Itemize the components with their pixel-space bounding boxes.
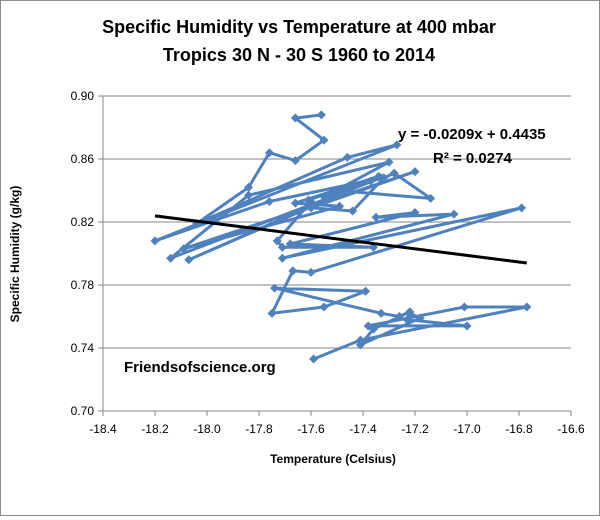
data-point-39	[517, 203, 527, 213]
x-tick-label-7: -17.0	[453, 422, 481, 436]
trendline	[154, 214, 527, 265]
data-point-35	[410, 208, 420, 218]
data-series	[150, 110, 532, 364]
y-tick-label-2: 0.78	[71, 278, 95, 292]
data-point-4	[264, 148, 274, 158]
data-point-1	[290, 113, 300, 123]
plot-area	[102, 96, 571, 412]
data-point-53	[402, 315, 412, 325]
data-point-20	[335, 201, 345, 211]
data-point-2	[319, 135, 329, 145]
data-point-16	[366, 176, 376, 186]
y-tick-label-4: 0.86	[71, 152, 95, 166]
x-tick-label-9: -16.6	[557, 422, 585, 436]
data-point-34	[285, 239, 295, 249]
y-tick-label-1: 0.74	[71, 341, 95, 355]
data-point-0	[316, 110, 326, 120]
trendline-group	[154, 214, 527, 265]
chart-title-line-2: Tropics 30 N - 30 S 1960 to 2014	[163, 45, 435, 65]
data-point-9	[150, 236, 160, 246]
x-tick-label-6: -17.2	[401, 422, 429, 436]
data-point-3	[290, 156, 300, 166]
data-point-24	[348, 206, 358, 216]
data-point-43	[319, 302, 329, 312]
data-point-32	[277, 242, 287, 252]
data-point-42	[267, 308, 277, 318]
x-tick-label-4: -17.6	[297, 422, 325, 436]
r-squared-label: R² = 0.0274	[433, 150, 512, 167]
data-point-19	[290, 198, 300, 208]
data-point-51	[415, 313, 425, 323]
x-tick-label-3: -17.8	[245, 422, 273, 436]
x-tick-label-5: -17.4	[349, 422, 377, 436]
watermark-label: Friendsofscience.org	[124, 359, 276, 376]
data-point-14	[384, 157, 394, 167]
data-point-37	[449, 209, 459, 219]
data-point-13	[244, 190, 254, 200]
x-tick-label-2: -18.0	[193, 422, 221, 436]
data-point-36	[371, 212, 381, 222]
y-tick-label-0: 0.70	[71, 404, 95, 418]
data-point-25	[379, 173, 389, 183]
data-point-54	[462, 321, 472, 331]
data-point-21	[179, 244, 189, 254]
data-point-10	[264, 197, 274, 207]
chart-title-line-1: Specific Humidity vs Temperature at 400 …	[102, 17, 496, 37]
data-point-31	[272, 236, 282, 246]
data-point-22	[410, 167, 420, 177]
data-point-40	[306, 267, 316, 277]
data-point-30	[306, 197, 316, 207]
data-point-28	[332, 186, 342, 195]
data-point-26	[389, 168, 399, 178]
data-point-7	[342, 152, 352, 162]
data-point-23	[306, 203, 316, 213]
tick-labels: 0.70 0.74 0.78 0.82 0.86 0.90 -18.4 -18.2 -18.0 -…	[71, 89, 585, 436]
y-axis-label: Specific Humidity (g/kg)	[8, 186, 22, 323]
data-point-44	[361, 286, 371, 296]
data-point-27	[426, 193, 436, 203]
data-point-12	[166, 253, 176, 263]
x-tick-label-1: -18.2	[141, 422, 169, 436]
data-point-50	[355, 340, 365, 350]
trendline-equation: y = -0.0209x + 0.4435	[398, 126, 546, 143]
data-point-8	[392, 140, 402, 150]
x-tick-label-0: -18.4	[89, 422, 117, 436]
data-point-57	[522, 302, 532, 312]
data-point-5	[244, 182, 254, 192]
data-point-45	[270, 283, 280, 293]
y-tick-label-3: 0.82	[71, 215, 95, 229]
data-point-55	[363, 321, 373, 331]
data-point-15	[319, 192, 329, 202]
data-point-56	[459, 302, 469, 312]
data-point-46	[376, 308, 386, 318]
data-point-38	[277, 253, 287, 263]
x-axis-label: Temperature (Celsius)	[270, 452, 396, 466]
data-point-41	[288, 266, 298, 276]
data-point-59	[309, 354, 319, 364]
x-tick-label-8: -16.8	[505, 422, 533, 436]
data-point-47	[394, 312, 404, 321]
y-tick-label-5: 0.90	[71, 89, 95, 103]
data-point-17	[184, 255, 194, 265]
data-point-58	[355, 335, 365, 345]
